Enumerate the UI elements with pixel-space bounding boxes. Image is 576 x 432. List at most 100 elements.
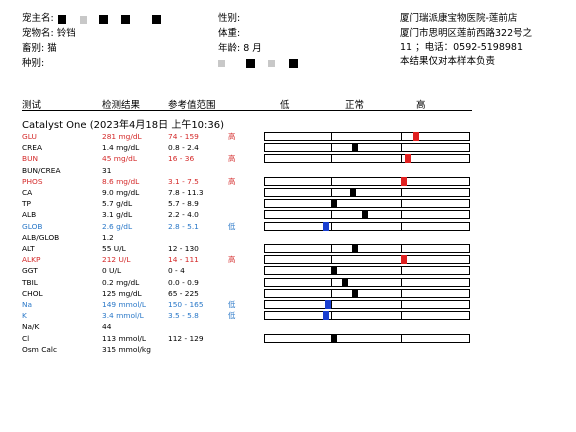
redaction-block (121, 15, 130, 24)
test-result: 149 mmol/L (102, 300, 147, 309)
test-name: ALB (22, 210, 37, 220)
test-result: 8.6 mg/dL (102, 176, 140, 186)
reference-range: 0.0 - 0.9 (168, 277, 199, 287)
range-divider-high (401, 200, 402, 208)
test-name: CA (22, 188, 33, 197)
reference-range: 0 - 4 (168, 266, 185, 276)
range-divider-high (401, 289, 402, 297)
column-header-high: 高 (416, 100, 426, 111)
table-row: CA 9.0 mg/dL 7.8 - 11.3 (0, 187, 576, 198)
status-flag: 高 (228, 255, 236, 265)
test-result: 5.7 g/dL (102, 199, 133, 209)
result-marker (350, 188, 356, 197)
weight-label: 体重: (218, 28, 241, 39)
result-marker (352, 288, 358, 298)
column-header-normal: 正常 (345, 100, 365, 111)
range-bar (264, 288, 470, 298)
header-divider (22, 110, 472, 111)
range-divider-high (401, 267, 402, 275)
status-flag: 低 (228, 221, 236, 231)
test-result: 9.0 mg/dL (102, 188, 140, 197)
redaction-block (99, 15, 108, 24)
test-result: 3.4 mmol/L (102, 311, 144, 321)
species: 畜别: 猫 (22, 43, 57, 54)
test-result: 44 (102, 322, 112, 332)
redaction-block (246, 59, 255, 68)
reference-range: 12 - 130 (168, 244, 199, 253)
status-flag: 低 (228, 311, 236, 321)
result-marker (325, 300, 331, 309)
result-marker (331, 333, 337, 343)
test-result: 212 U/L (102, 255, 131, 265)
test-name: BUN (22, 154, 39, 164)
result-marker (401, 176, 407, 186)
test-name: Na/K (22, 322, 40, 332)
column-header-low: 低 (280, 100, 290, 111)
table-row: GLU 281 mg/dL 74 - 159 高 (0, 131, 576, 142)
range-divider-low (331, 301, 332, 308)
clinic-name: 厦门瑞派康宝物医院-莲前店 (400, 13, 518, 24)
table-row: Osm Calc 315 mmol/kg (0, 344, 576, 355)
test-result: 1.2 (102, 232, 114, 242)
status-flag: 高 (228, 176, 236, 186)
range-divider-high (401, 245, 402, 252)
status-flag: 低 (228, 300, 236, 309)
reference-range: 3.1 - 7.5 (168, 176, 199, 186)
test-name: Osm Calc (22, 344, 58, 354)
range-bar (264, 176, 470, 186)
result-marker (331, 266, 337, 276)
table-row: CREA 1.4 mg/dL 0.8 - 2.4 (0, 142, 576, 153)
range-divider-high (401, 211, 402, 219)
table-row: TP 5.7 g/dL 5.7 - 8.9 (0, 198, 576, 209)
redaction-block (218, 60, 225, 67)
range-divider-low (331, 177, 332, 185)
range-divider-low (331, 222, 332, 230)
result-marker (323, 221, 329, 231)
test-result: 0.2 mg/dL (102, 277, 140, 287)
range-divider-low (331, 189, 332, 196)
reference-range: 7.8 - 11.3 (168, 188, 204, 197)
age: 年龄: 8 月 (218, 43, 262, 54)
test-name: ALB/GLOB (22, 232, 60, 242)
clinic-address: 厦门市思明区莲前西路322号之 (400, 28, 533, 39)
reference-range: 150 - 165 (168, 300, 204, 309)
reference-range: 2.2 - 4.0 (168, 210, 199, 220)
status-flag: 高 (228, 132, 236, 141)
range-bar (264, 255, 470, 265)
reference-range: 65 - 225 (168, 288, 199, 298)
range-bar (264, 244, 470, 253)
test-result: 31 (102, 165, 112, 175)
test-name: BUN/CREA (22, 165, 61, 175)
clinic-address-phone: 11 ；电话：0592-5198981 (400, 42, 524, 53)
test-name: GLOB (22, 221, 43, 231)
range-bar (264, 154, 470, 164)
range-divider-low (331, 312, 332, 320)
table-row: K 3.4 mmol/L 3.5 - 5.8 低 (0, 310, 576, 321)
result-marker (352, 244, 358, 253)
range-bar (264, 333, 470, 343)
range-bar (264, 221, 470, 231)
result-marker (352, 143, 358, 153)
table-row: ALB/GLOB 1.2 (0, 232, 576, 243)
reference-range: 16 - 36 (168, 154, 195, 164)
test-result: 45 mg/dL (102, 154, 137, 164)
redaction-block (289, 59, 298, 68)
reference-range: 5.7 - 8.9 (168, 199, 199, 209)
test-name: GLU (22, 132, 37, 141)
column-header-test: 测试 (22, 100, 42, 111)
disclaimer: 本结果仅对本样本负责 (400, 56, 496, 67)
column-header-result: 检测结果 (102, 100, 141, 111)
result-marker (331, 199, 337, 209)
status-flag: 高 (228, 154, 236, 164)
redaction-block (268, 60, 275, 67)
range-divider-high (401, 144, 402, 152)
range-divider-high (401, 312, 402, 320)
table-row: TBIL 0.2 mg/dL 0.0 - 0.9 (0, 277, 576, 288)
pet-name: 宠物名: 铃铛 (22, 28, 76, 39)
table-row: ALKP 212 U/L 14 - 111 高 (0, 254, 576, 265)
range-divider-high (401, 133, 402, 140)
redaction-block (58, 15, 66, 24)
range-bar (264, 188, 470, 197)
range-divider-high (401, 155, 402, 163)
test-name: TBIL (22, 277, 38, 287)
